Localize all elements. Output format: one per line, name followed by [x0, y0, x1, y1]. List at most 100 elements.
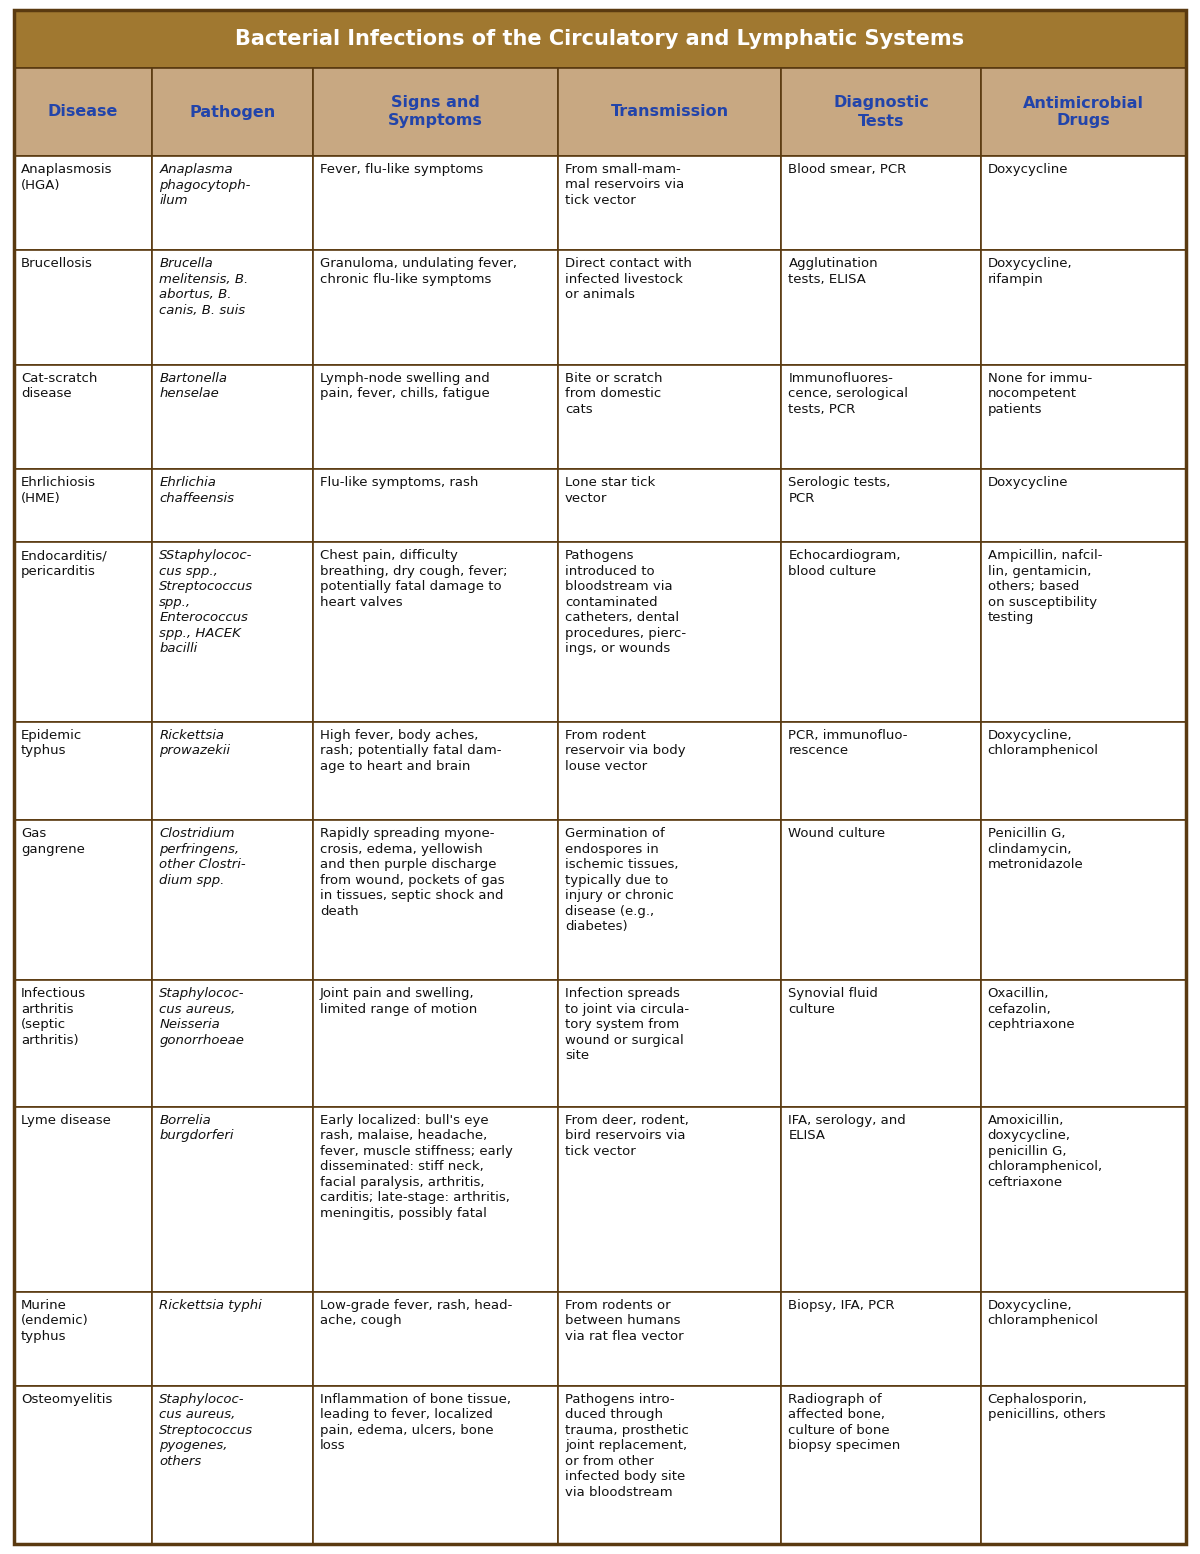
Bar: [980, 981, 1186, 1106]
Text: From rodents or
between humans
via rat flea vector: From rodents or between humans via rat f…: [565, 1299, 684, 1343]
Bar: [558, 1386, 781, 1545]
Bar: [781, 542, 980, 721]
Text: Cat-scratch
disease: Cat-scratch disease: [22, 371, 97, 399]
Bar: [152, 1106, 313, 1291]
Text: Ehrlichiosis
(HME): Ehrlichiosis (HME): [22, 477, 96, 505]
Text: Amoxicillin,
doxycycline,
penicillin G,
chloramphenicol,
ceftriaxone: Amoxicillin, doxycycline, penicillin G, …: [988, 1114, 1103, 1189]
Text: Rickettsia typhi: Rickettsia typhi: [160, 1299, 262, 1312]
Text: Bacterial Infections of the Circulatory and Lymphatic Systems: Bacterial Infections of the Circulatory …: [235, 30, 965, 50]
Bar: [558, 1291, 781, 1386]
Text: From rodent
reservoir via body
louse vector: From rodent reservoir via body louse vec…: [565, 729, 685, 772]
Text: Agglutination
tests, ELISA: Agglutination tests, ELISA: [788, 256, 878, 286]
Bar: [14, 1386, 152, 1545]
Bar: [980, 155, 1186, 250]
Bar: [781, 68, 980, 155]
Text: Anaplasma
phagocytoph-
ilum: Anaplasma phagocytoph- ilum: [160, 163, 251, 207]
Text: Serologic tests,
PCR: Serologic tests, PCR: [788, 477, 890, 505]
Bar: [313, 1386, 558, 1545]
Text: Infectious
arthritis
(septic
arthritis): Infectious arthritis (septic arthritis): [22, 987, 86, 1047]
Bar: [313, 155, 558, 250]
Bar: [980, 821, 1186, 981]
Bar: [152, 68, 313, 155]
Bar: [313, 469, 558, 542]
Text: Germination of
endospores in
ischemic tissues,
typically due to
injury or chroni: Germination of endospores in ischemic ti…: [565, 827, 678, 932]
Bar: [14, 469, 152, 542]
Bar: [152, 1386, 313, 1545]
Text: Rapidly spreading myone-
crosis, edema, yellowish
and then purple discharge
from: Rapidly spreading myone- crosis, edema, …: [320, 827, 504, 917]
Text: Borrelia
burgdorferi: Borrelia burgdorferi: [160, 1114, 234, 1142]
Bar: [313, 721, 558, 821]
Bar: [781, 981, 980, 1106]
Text: Biopsy, IFA, PCR: Biopsy, IFA, PCR: [788, 1299, 895, 1312]
Text: Diagnostic
Tests: Diagnostic Tests: [833, 95, 929, 129]
Bar: [980, 68, 1186, 155]
Text: Murine
(endemic)
typhus: Murine (endemic) typhus: [22, 1299, 89, 1343]
Text: Fever, flu-like symptoms: Fever, flu-like symptoms: [320, 163, 484, 176]
Text: Signs and
Symptoms: Signs and Symptoms: [388, 95, 482, 129]
Text: Disease: Disease: [48, 104, 119, 120]
Bar: [14, 721, 152, 821]
Bar: [14, 365, 152, 469]
Text: PCR, immunofluo-
rescence: PCR, immunofluo- rescence: [788, 729, 908, 757]
Bar: [152, 821, 313, 981]
Bar: [781, 721, 980, 821]
Text: Wound culture: Wound culture: [788, 827, 886, 841]
Text: Echocardiogram,
blood culture: Echocardiogram, blood culture: [788, 549, 901, 578]
Text: Brucella
melitensis, B.
abortus, B.
canis, B. suis: Brucella melitensis, B. abortus, B. cani…: [160, 256, 248, 317]
Bar: [980, 1106, 1186, 1291]
Bar: [313, 821, 558, 981]
Text: Early localized: bull's eye
rash, malaise, headache,
fever, muscle stiffness; ea: Early localized: bull's eye rash, malais…: [320, 1114, 512, 1220]
Bar: [313, 981, 558, 1106]
Bar: [14, 250, 152, 365]
Text: Cephalosporin,
penicillins, others: Cephalosporin, penicillins, others: [988, 1392, 1105, 1422]
Text: Joint pain and swelling,
limited range of motion: Joint pain and swelling, limited range o…: [320, 987, 478, 1016]
Text: Anaplasmosis
(HGA): Anaplasmosis (HGA): [22, 163, 113, 191]
Text: Blood smear, PCR: Blood smear, PCR: [788, 163, 907, 176]
Bar: [313, 68, 558, 155]
Bar: [558, 821, 781, 981]
Text: Antimicrobial
Drugs: Antimicrobial Drugs: [1022, 95, 1144, 129]
Bar: [313, 1106, 558, 1291]
Bar: [152, 250, 313, 365]
Bar: [152, 469, 313, 542]
Bar: [14, 155, 152, 250]
Bar: [980, 542, 1186, 721]
Text: Doxycycline: Doxycycline: [988, 163, 1068, 176]
Bar: [152, 721, 313, 821]
Text: Rickettsia
prowazekii: Rickettsia prowazekii: [160, 729, 230, 757]
Text: Osteomyelitis: Osteomyelitis: [22, 1392, 113, 1406]
Bar: [558, 250, 781, 365]
Bar: [558, 365, 781, 469]
Text: Radiograph of
affected bone,
culture of bone
biopsy specimen: Radiograph of affected bone, culture of …: [788, 1392, 901, 1453]
Bar: [781, 469, 980, 542]
Bar: [14, 821, 152, 981]
Text: Bartonella
henselae: Bartonella henselae: [160, 371, 227, 399]
Text: High fever, body aches,
rash; potentially fatal dam-
age to heart and brain: High fever, body aches, rash; potentiall…: [320, 729, 502, 772]
Bar: [781, 1291, 980, 1386]
Text: IFA, serology, and
ELISA: IFA, serology, and ELISA: [788, 1114, 906, 1142]
Bar: [781, 155, 980, 250]
Text: Infection spreads
to joint via circula-
tory system from
wound or surgical
site: Infection spreads to joint via circula- …: [565, 987, 689, 1063]
Bar: [14, 68, 152, 155]
Text: Granuloma, undulating fever,
chronic flu-like symptoms: Granuloma, undulating fever, chronic flu…: [320, 256, 517, 286]
Text: Synovial fluid
culture: Synovial fluid culture: [788, 987, 878, 1016]
Bar: [558, 155, 781, 250]
Text: Endocarditis/
pericarditis: Endocarditis/ pericarditis: [22, 549, 108, 578]
Text: Staphylococ-
cus aureus,
Neisseria
gonorrhoeae: Staphylococ- cus aureus, Neisseria gonor…: [160, 987, 245, 1047]
Text: Direct contact with
infected livestock
or animals: Direct contact with infected livestock o…: [565, 256, 692, 301]
Bar: [152, 542, 313, 721]
Bar: [558, 1106, 781, 1291]
Bar: [152, 981, 313, 1106]
Text: SStaphylococ-
cus spp.,
Streptococcus
spp.,
Enterococcus
spp., HACEK
bacilli: SStaphylococ- cus spp., Streptococcus sp…: [160, 549, 253, 656]
Text: Chest pain, difficulty
breathing, dry cough, fever;
potentially fatal damage to
: Chest pain, difficulty breathing, dry co…: [320, 549, 508, 609]
Bar: [313, 542, 558, 721]
Bar: [313, 1291, 558, 1386]
Bar: [152, 1291, 313, 1386]
Bar: [781, 821, 980, 981]
Text: Gas
gangrene: Gas gangrene: [22, 827, 85, 856]
Bar: [14, 981, 152, 1106]
Bar: [980, 365, 1186, 469]
Bar: [980, 469, 1186, 542]
Text: Pathogens intro-
duced through
trauma, prosthetic
joint replacement,
or from oth: Pathogens intro- duced through trauma, p…: [565, 1392, 689, 1498]
Text: Pathogen: Pathogen: [190, 104, 276, 120]
